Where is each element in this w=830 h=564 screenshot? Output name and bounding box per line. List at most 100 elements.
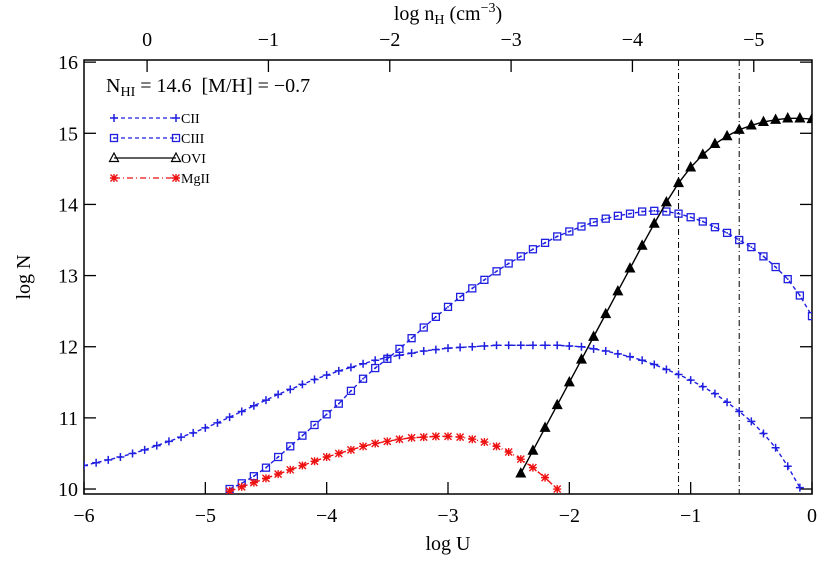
marker [528, 245, 538, 254]
marker [261, 463, 271, 472]
marker-shape [589, 344, 598, 353]
marker-shape [625, 209, 635, 218]
marker [213, 418, 222, 427]
marker-shape [492, 442, 501, 451]
annotation-part: N [106, 75, 120, 97]
marker-shape [480, 275, 489, 284]
label-sup: −3 [481, 1, 496, 16]
marker-dot [338, 402, 340, 405]
marker-shape [346, 445, 355, 454]
marker [575, 353, 587, 364]
marker [759, 429, 768, 438]
marker [553, 341, 562, 350]
marker-shape [794, 112, 806, 123]
marker [686, 376, 695, 385]
marker-shape [710, 389, 719, 398]
marker-shape [673, 176, 685, 188]
marker [346, 386, 356, 395]
marker-shape [419, 346, 428, 355]
y-tick-label: 13 [58, 266, 78, 288]
marker-shape [407, 349, 416, 358]
marker-shape [104, 455, 113, 464]
marker [274, 390, 283, 399]
marker [807, 311, 812, 321]
marker [747, 242, 756, 252]
marker-dot [325, 413, 328, 416]
y-tick-label: 10 [58, 479, 78, 501]
marker-shape [201, 423, 210, 432]
marker-shape [84, 461, 88, 470]
marker [553, 485, 562, 494]
marker [177, 433, 186, 442]
marker [553, 232, 562, 241]
marker-shape [492, 267, 501, 276]
marker [504, 259, 513, 268]
marker-dot [113, 137, 115, 139]
marker-shape [310, 457, 319, 466]
marker-shape [674, 209, 683, 218]
marker-shape [468, 342, 477, 351]
marker [735, 235, 744, 245]
marker-shape [528, 245, 538, 254]
marker-dot [175, 137, 177, 139]
marker-dot [738, 239, 740, 241]
label-part: ) [496, 3, 503, 25]
marker-shape [515, 467, 527, 478]
marker-shape [431, 312, 441, 321]
marker [334, 399, 343, 408]
marker [492, 442, 501, 451]
marker-dot [604, 217, 607, 220]
marker [273, 452, 283, 462]
x2-tick-label: 0 [142, 29, 152, 51]
marker-dot [386, 358, 389, 360]
marker [249, 401, 258, 410]
marker-shape [795, 291, 805, 300]
marker-shape [541, 341, 550, 350]
marker-shape [334, 449, 343, 458]
marker-shape [492, 341, 501, 350]
x2-tick-label: −3 [500, 29, 521, 51]
y-tick-label: 14 [58, 194, 78, 216]
marker-dot [362, 377, 364, 380]
annotation-sub: HI [120, 85, 135, 100]
marker [383, 437, 392, 446]
marker [480, 275, 489, 284]
marker-dot [422, 326, 425, 329]
marker-shape [225, 413, 234, 422]
marker-shape [553, 232, 562, 241]
marker [456, 343, 465, 352]
marker-dot [483, 279, 486, 281]
marker-dot [677, 212, 680, 215]
marker-shape [262, 474, 270, 483]
marker [771, 443, 780, 452]
marker-shape [601, 346, 610, 355]
marker [262, 474, 270, 483]
marker-shape [164, 437, 173, 446]
marker-shape [528, 341, 537, 350]
marker-shape [431, 345, 440, 354]
marker-shape [109, 133, 119, 143]
marker [395, 435, 404, 444]
marker-dot [313, 424, 316, 426]
marker-shape [662, 365, 671, 374]
marker-shape [783, 462, 792, 471]
marker-shape [686, 213, 695, 222]
marker-shape [771, 443, 780, 452]
marker [171, 133, 181, 143]
marker [662, 365, 671, 374]
label-part: (cm [445, 3, 482, 25]
marker-shape [782, 112, 794, 123]
series-line [229, 435, 558, 492]
marker [152, 441, 161, 450]
marker-shape [551, 398, 563, 410]
marker [613, 349, 622, 358]
marker [733, 123, 745, 134]
marker-shape [170, 151, 182, 163]
marker-shape [698, 382, 707, 391]
x-tick-label: −6 [73, 505, 94, 527]
marker-shape [468, 435, 477, 444]
marker [201, 423, 210, 432]
marker-shape [128, 449, 137, 458]
marker-shape [600, 307, 612, 319]
